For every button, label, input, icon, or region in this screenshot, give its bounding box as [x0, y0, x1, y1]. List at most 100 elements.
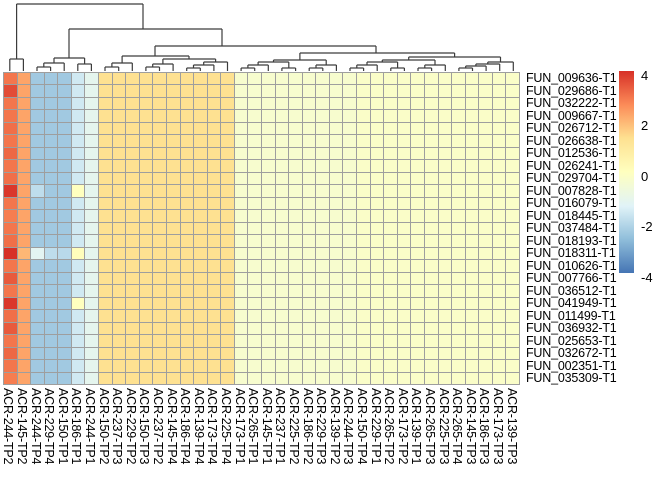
heatmap-cell [194, 122, 207, 135]
heatmap-cell [479, 73, 492, 85]
heatmap-cell [126, 272, 139, 285]
heatmap-cell [234, 147, 248, 160]
heatmap-cell [112, 110, 126, 122]
heatmap-cell [71, 372, 85, 384]
heatmap-cell [357, 272, 370, 285]
heatmap-cell [370, 160, 384, 172]
heatmap-cell [370, 335, 384, 347]
heatmap-cell [384, 197, 397, 210]
heatmap-cell [397, 260, 411, 272]
heatmap-cell [302, 285, 316, 297]
heatmap-cell [234, 122, 248, 135]
heatmap-cell [452, 310, 465, 322]
heatmap-cell [207, 235, 221, 247]
heatmap-cell [261, 197, 275, 210]
heatmap-cell [452, 347, 465, 360]
heatmap-cell [343, 297, 357, 310]
heatmap-cell [248, 185, 261, 197]
heatmap-cell [465, 160, 479, 172]
heatmap-cell [58, 85, 71, 97]
heatmap-cell [357, 222, 370, 235]
heatmap-cell [112, 347, 126, 360]
heatmap-cell [234, 322, 248, 335]
heatmap-cell [343, 147, 357, 160]
heatmap-cell [221, 147, 234, 160]
heatmap-cell [126, 73, 139, 85]
heatmap-cell [452, 297, 465, 310]
heatmap-cell [275, 172, 289, 185]
heatmap-cell [302, 122, 316, 135]
heatmap-cell [180, 222, 194, 235]
heatmap-cell [31, 297, 44, 310]
column-label: ACR-173-TP4 [205, 388, 220, 465]
heatmap-cell [424, 247, 438, 260]
heatmap-cell [139, 73, 153, 85]
heatmap-cell [479, 260, 492, 272]
heatmap-cell [261, 73, 275, 85]
heatmap-cell [465, 85, 479, 97]
heatmap-cell [31, 235, 44, 247]
heatmap-cell [275, 322, 289, 335]
heatmap-cell [58, 310, 71, 322]
heatmap-cell [397, 160, 411, 172]
heatmap-cell [329, 135, 343, 147]
row-label: FUN_012536-T1 [526, 146, 617, 160]
heatmap-cell [58, 210, 71, 222]
heatmap-cell [275, 73, 289, 85]
heatmap-cell [234, 222, 248, 235]
heatmap-cell [71, 260, 85, 272]
heatmap-cell [248, 247, 261, 260]
column-label: ACR-139-TP4 [191, 388, 206, 465]
heatmap-cell [4, 160, 17, 172]
heatmap-cell [180, 185, 194, 197]
heatmap-cell [126, 135, 139, 147]
heatmap-cell [397, 172, 411, 185]
heatmap-cell [329, 310, 343, 322]
heatmap-cell [112, 135, 126, 147]
heatmap-cell [180, 210, 194, 222]
heatmap-cell [126, 310, 139, 322]
heatmap-cell [316, 360, 329, 372]
heatmap-cell [17, 110, 31, 122]
heatmap-cell [71, 210, 85, 222]
heatmap-cell [289, 222, 302, 235]
heatmap-cell [248, 85, 261, 97]
heatmap-cell [139, 310, 153, 322]
heatmap-cell [275, 160, 289, 172]
heatmap-cell [31, 160, 44, 172]
heatmap-cell [126, 297, 139, 310]
heatmap-cell [329, 372, 343, 384]
heatmap-cell [58, 335, 71, 347]
heatmap-cell [112, 122, 126, 135]
heatmap-cell [139, 235, 153, 247]
heatmap-cell [370, 372, 384, 384]
heatmap-cell [492, 272, 506, 285]
heatmap-cell [112, 147, 126, 160]
heatmap-cell [465, 297, 479, 310]
heatmap-cell [397, 322, 411, 335]
heatmap-cell [492, 322, 506, 335]
heatmap-cell [289, 185, 302, 197]
column-label: ACR-229-TP3 [314, 388, 329, 465]
heatmap-cell [424, 285, 438, 297]
heatmap-cell [384, 135, 397, 147]
heatmap-cell [71, 222, 85, 235]
heatmap-cell [275, 197, 289, 210]
heatmap-cell [438, 73, 452, 85]
heatmap-cell [71, 160, 85, 172]
heatmap-cell [85, 360, 99, 372]
heatmap-cell [194, 197, 207, 210]
heatmap-cell [397, 185, 411, 197]
heatmap-cell [357, 297, 370, 310]
heatmap-cell [465, 247, 479, 260]
heatmap-cell [465, 285, 479, 297]
heatmap-cell [180, 110, 194, 122]
column-label: ACR-139-TP1 [409, 388, 424, 465]
heatmap-cell [343, 197, 357, 210]
heatmap-cell [506, 297, 519, 310]
heatmap-cell [248, 347, 261, 360]
heatmap-cell [194, 222, 207, 235]
heatmap-cell [126, 322, 139, 335]
heatmap-cell [44, 335, 58, 347]
heatmap-cell [99, 347, 112, 360]
